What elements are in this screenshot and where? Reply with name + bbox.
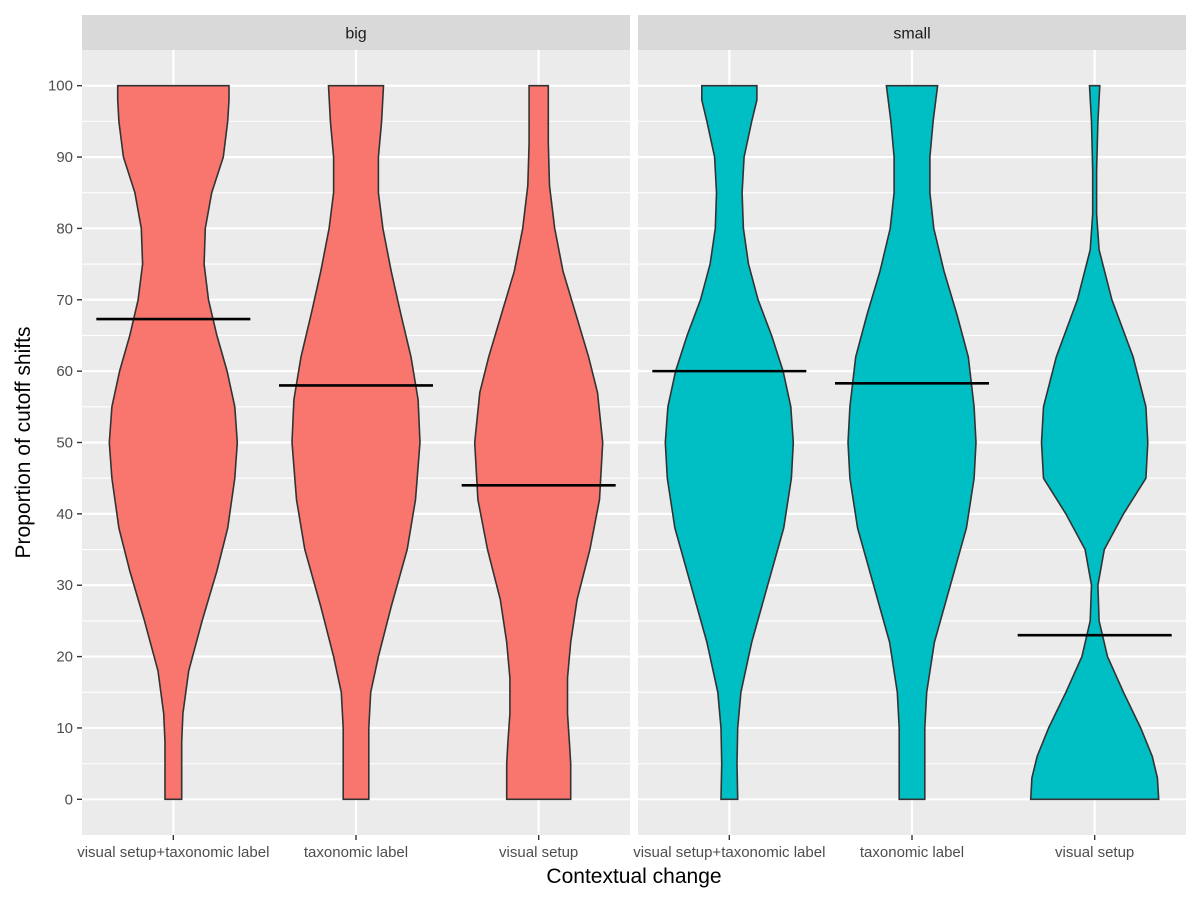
y-tick-label: 80 bbox=[56, 220, 73, 237]
panel-big: big visual setup+taxonomic label taxonomic… bbox=[77, 15, 630, 861]
y-tick-label: 50 bbox=[56, 435, 73, 452]
violin-small-1 bbox=[664, 84, 795, 801]
panel-small: small visual setup+taxonomic label taxonom… bbox=[633, 15, 1186, 861]
facet-label: small bbox=[893, 26, 930, 43]
x-tick-label: visual setup+taxonomic label bbox=[633, 844, 825, 861]
facet-strip bbox=[638, 15, 1186, 50]
facet-strip bbox=[82, 15, 630, 50]
x-tick-label: taxonomic label bbox=[304, 844, 408, 861]
y-tick-label: 60 bbox=[56, 363, 73, 380]
panels-layer: big visual setup+taxonomic label taxonomic… bbox=[77, 15, 1186, 861]
y-tick-label: 20 bbox=[56, 649, 73, 666]
y-tick-label: 30 bbox=[56, 577, 73, 594]
y-tick-label: 100 bbox=[48, 78, 73, 95]
violin-big-1 bbox=[108, 84, 239, 801]
x-axis-title: Contextual change bbox=[546, 865, 721, 888]
x-tick-label: visual setup+taxonomic label bbox=[77, 844, 269, 861]
y-tick-label: 0 bbox=[65, 791, 73, 808]
facet-label: big bbox=[345, 26, 366, 43]
y-tick-label: 40 bbox=[56, 506, 73, 523]
x-tick-label: taxonomic label bbox=[860, 844, 964, 861]
x-tick-label: visual setup bbox=[1055, 844, 1134, 861]
violin-small-3 bbox=[1029, 84, 1160, 801]
y-tick-label: 10 bbox=[56, 720, 73, 737]
y-tick-label: 70 bbox=[56, 292, 73, 309]
y-tick-label: 90 bbox=[56, 149, 73, 166]
x-tick-label: visual setup bbox=[499, 844, 578, 861]
violin-big-2 bbox=[291, 84, 421, 801]
violin-small-2 bbox=[847, 84, 977, 801]
y-axis-title: Proportion of cutoff shifts bbox=[12, 327, 35, 559]
y-axis: 0 10 20 30 40 50 60 70 80 90 100 bbox=[48, 78, 82, 808]
violin-big-3 bbox=[473, 84, 604, 801]
